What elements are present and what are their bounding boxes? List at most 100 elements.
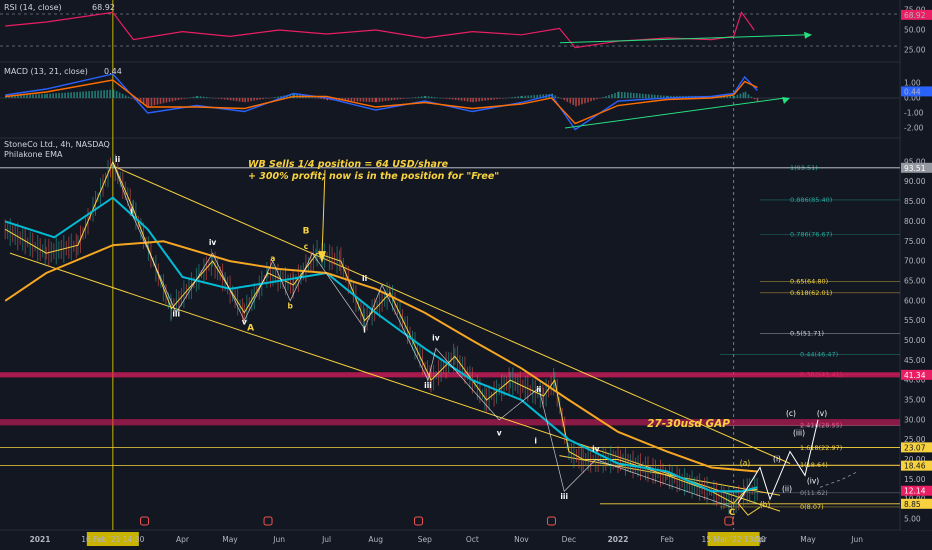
time-axis-tick: 2021 [30, 535, 51, 544]
fib-level-label: 1(18.64) [800, 461, 828, 469]
macd-histogram-bar [183, 98, 186, 99]
earnings-marker [546, 516, 556, 526]
macd-histogram-bar [192, 96, 195, 98]
macd-histogram-bar [584, 98, 586, 104]
rsi-axis-tick: 50.00 [904, 26, 926, 35]
macd-histogram-bar [106, 90, 108, 98]
macd-histogram-bar [602, 97, 604, 98]
time-axis-tick: Apr [176, 535, 190, 544]
macd-histogram-bar [67, 92, 69, 98]
macd-histogram-bar [142, 98, 145, 105]
macd-histogram-bar [23, 95, 25, 98]
price-axis-tick: 5.00 [904, 515, 921, 524]
price-axis-tick: 25.00 [904, 435, 926, 444]
macd-histogram-bar [168, 98, 171, 102]
price-series-line [4, 240, 758, 473]
rsi-trendline [559, 34, 809, 44]
macd-histogram-bar [478, 98, 480, 102]
fib-level-label: 0.786(76.67) [790, 231, 832, 239]
projection-dashed [819, 471, 859, 488]
macd-histogram-bar [124, 95, 127, 98]
macd-histogram-bar [484, 98, 486, 101]
macd-histogram-bar [350, 98, 353, 102]
macd-histogram-bar [156, 98, 159, 105]
fib-level-label: 0.44(46.47) [800, 350, 838, 358]
macd-histogram-bar [414, 97, 417, 98]
macd-histogram-bar [393, 98, 396, 100]
rsi-panel: 68.92 [0, 3, 900, 49]
macd-histogram-bar [171, 98, 174, 102]
macd-histogram-bar [76, 91, 78, 98]
macd-title: MACD (13, 21, close) [4, 67, 88, 76]
price-axis-tick: 95.00 [904, 157, 926, 166]
macd-histogram-bar [521, 95, 523, 98]
earnings-marker [140, 516, 150, 526]
fib-level-label: 2.414(28.55) [800, 422, 842, 430]
macd-histogram-bar [424, 95, 427, 98]
macd-histogram-bar [35, 94, 37, 98]
wave-label: ii [115, 155, 120, 164]
macd-histogram-bar [733, 95, 736, 98]
projection-label: (i) [773, 455, 781, 464]
macd-histogram-bar [667, 95, 669, 98]
macd-histogram-bar [196, 95, 199, 98]
macd-histogram-bar [736, 94, 739, 98]
macd-histogram-bar [174, 98, 177, 101]
macd-histogram-bar [569, 98, 572, 104]
macd-histogram-bar [139, 98, 142, 103]
macd-histogram-bar [46, 93, 48, 98]
macd-histogram-bar [469, 98, 472, 102]
macd-histogram-bar [368, 98, 371, 102]
macd-histogram-bar [44, 93, 46, 98]
macd-histogram-bar [436, 97, 439, 98]
price-tag-text: 41.34 [904, 371, 926, 380]
macd-panel: 0.44 [0, 67, 900, 131]
macd-histogram-bar [756, 98, 759, 102]
projection-label: (iv) [807, 476, 819, 485]
macd-histogram-bar [112, 89, 115, 98]
macd-histogram-bar [26, 94, 28, 98]
price-axis-tick: 30.00 [904, 415, 926, 424]
gap-label: 27-30usd GAP [647, 418, 730, 430]
wave-label: iv [592, 445, 600, 454]
wave-label: iii [560, 492, 568, 501]
macd-histogram-bar [20, 95, 22, 98]
time-axis-tick: Dec [562, 535, 577, 544]
macd-histogram-bar [58, 93, 60, 98]
macd-histogram-bar [61, 92, 63, 98]
macd-histogram-bar [460, 98, 463, 101]
wave-label: iii [172, 310, 180, 319]
macd-histogram-bar [618, 91, 620, 98]
macd-histogram-bar [73, 92, 75, 98]
macd-histogram-bar [165, 98, 168, 103]
macd-histogram-bar [427, 96, 430, 98]
macd-histogram-bar [599, 98, 601, 99]
macd-value-tag [901, 86, 932, 97]
macd-histogram-bar [229, 98, 232, 101]
macd-histogram-bar [505, 98, 507, 99]
macd-histogram-bar [311, 97, 313, 98]
macd-histogram-bar [611, 94, 613, 98]
projection-label: (c) [786, 409, 796, 418]
macd-histogram-bar [150, 98, 153, 106]
macd-histogram-bar [645, 94, 647, 98]
macd-histogram-bar [502, 98, 504, 99]
macd-histogram-bar [202, 96, 205, 98]
macd-histogram-bar [539, 94, 541, 98]
macd-histogram-bar [481, 98, 483, 101]
macd-histogram-bar [362, 98, 365, 102]
macd-histogram-bar [49, 93, 51, 98]
macd-histogram-bar [654, 94, 656, 98]
macd-histogram-bar [121, 93, 124, 98]
macd-histogram-bar [475, 98, 477, 102]
macd-line [5, 73, 758, 131]
channel-upper-line [112, 165, 791, 464]
indicator-title: Philakone EMA [4, 150, 63, 159]
macd-histogram-bar [676, 95, 678, 98]
time-axis-tick: May [222, 535, 238, 544]
wave-label: c [304, 242, 308, 251]
macd-histogram-bar [314, 97, 316, 99]
fib-level-label: 0(8.07) [800, 503, 824, 511]
price-tag [901, 460, 932, 471]
